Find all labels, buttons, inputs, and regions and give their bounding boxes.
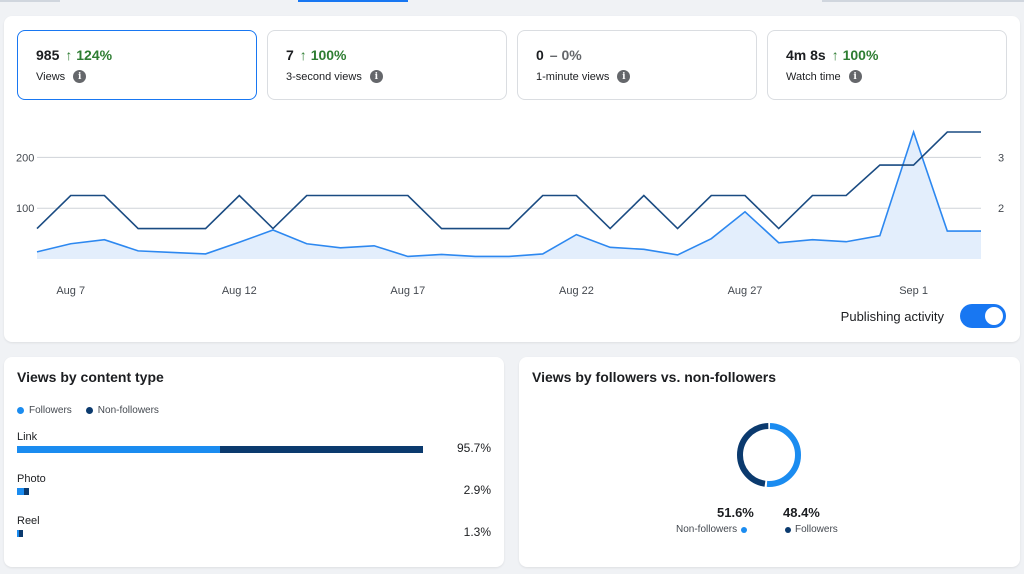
- row-bar: [17, 488, 30, 495]
- metric-card-3-second-views[interactable]: 7 ↑ 100% 3-second views i: [267, 30, 507, 100]
- info-icon[interactable]: i: [848, 70, 862, 83]
- arrow-up-icon: ↑: [299, 47, 307, 63]
- row-bar: [17, 446, 423, 453]
- legend-dot-icon: [85, 407, 93, 414]
- publishing-activity-label: Publishing activity: [840, 308, 944, 324]
- followers-percent: 48.4%: [783, 505, 820, 520]
- info-icon[interactable]: i: [369, 70, 383, 83]
- x-tick-label: Aug 27: [728, 285, 763, 297]
- non-followers-bar-segment: [18, 530, 23, 537]
- x-tick-label: Aug 17: [390, 285, 425, 297]
- followers-donut-chart[interactable]: [735, 421, 803, 489]
- content-row-reel[interactable]: Reel 1.3%: [17, 515, 492, 539]
- followers-legend: Followers: [785, 524, 838, 535]
- non-followers-legend: Non-followers: [676, 524, 748, 535]
- legend-item-followers: Followers: [17, 405, 72, 416]
- followers-donut-segment: [737, 423, 801, 487]
- row-percent: 95.7%: [456, 441, 491, 455]
- views-by-followers-card: Views by followers vs. non-followers 51.…: [519, 357, 1020, 567]
- secondary-series-line: [36, 131, 981, 230]
- y-left-tick-label: 100: [16, 203, 34, 215]
- x-tick-label: Aug 22: [559, 285, 594, 297]
- metric-card-1-minute-views[interactable]: 0 – 0% 1-minute views i: [517, 30, 757, 100]
- row-label: Photo: [17, 473, 46, 485]
- legend-item-non-followers: Non-followers: [85, 405, 159, 416]
- row-percent: 2.9%: [463, 483, 491, 497]
- legend: Followers Non-followers: [17, 405, 159, 416]
- tab-underline: [0, 0, 60, 2]
- info-icon[interactable]: i: [617, 70, 631, 83]
- views-line-chart[interactable]: 100 200 2 3 Aug 7 Aug 12 Aug 17 Aug 22 Aug 27 Sep…: [4, 126, 1020, 306]
- info-icon[interactable]: i: [73, 70, 87, 83]
- non-followers-donut-segment: [737, 423, 801, 487]
- y-right-tick-label: 2: [998, 203, 1004, 215]
- legend-dot-icon: [741, 526, 748, 533]
- x-tick-label: Aug 7: [56, 285, 85, 297]
- row-percent: 1.3%: [463, 525, 491, 539]
- card-title: Views by content type: [17, 369, 164, 385]
- overview-card: 985 ↑ 124% Views i 7 ↑ 100% 3-second vie…: [4, 16, 1020, 342]
- arrow-up-icon: ↑: [65, 47, 73, 63]
- x-tick-label: Sep 1: [899, 285, 928, 297]
- legend-dot-icon: [17, 407, 24, 414]
- arrow-up-icon: ↑: [831, 47, 839, 63]
- metric-label: 3-second views: [286, 70, 362, 83]
- followers-bar-segment: [17, 488, 24, 495]
- card-title: Views by followers vs. non-followers: [532, 369, 777, 385]
- top-tab-strip: [0, 0, 1024, 6]
- content-row-photo[interactable]: Photo 2.9%: [17, 473, 492, 497]
- row-label: Reel: [17, 515, 40, 527]
- toggle-knob: [985, 307, 1003, 325]
- metric-change: ↑ 100%: [299, 47, 347, 63]
- metric-label: 1-minute views: [536, 70, 610, 83]
- row-bar: [17, 530, 23, 537]
- metric-value: 985: [36, 47, 60, 63]
- y-right-tick-label: 3: [998, 152, 1004, 164]
- publishing-activity-toggle[interactable]: [960, 304, 1006, 328]
- x-tick-label: Aug 12: [222, 285, 257, 297]
- metric-change: ↑ 124%: [65, 47, 113, 63]
- dash-icon: –: [549, 47, 558, 63]
- publishing-activity-row: Publishing activity: [841, 304, 1006, 328]
- active-tab-underline: [298, 0, 408, 2]
- views-area-fill: [37, 132, 981, 259]
- metric-change: ↑ 100%: [831, 47, 879, 63]
- metric-value: 4m 8s: [786, 47, 826, 63]
- legend-dot-icon: [785, 526, 791, 533]
- metric-value: 0: [536, 47, 544, 63]
- metric-card-watch-time[interactable]: 4m 8s ↑ 100% Watch time i: [767, 30, 1007, 100]
- non-followers-bar-segment: [219, 446, 423, 453]
- metric-value: 7: [286, 47, 294, 63]
- metric-change: – 0%: [549, 47, 582, 63]
- content-row-link[interactable]: Link 95.7%: [17, 431, 492, 455]
- metric-label: Views: [36, 70, 66, 83]
- non-followers-percent: 51.6%: [717, 505, 754, 520]
- metric-label: Watch time: [786, 70, 841, 83]
- metric-card-views[interactable]: 985 ↑ 124% Views i: [17, 30, 257, 100]
- followers-bar-segment: [17, 446, 220, 453]
- views-by-content-type-card: Views by content type Followers Non-foll…: [4, 357, 504, 567]
- y-left-tick-label: 200: [16, 152, 34, 164]
- views-series-line: [36, 129, 981, 258]
- non-followers-bar-segment: [23, 488, 30, 495]
- tab-underline: [822, 0, 1024, 2]
- followers-bar-segment: [17, 530, 19, 537]
- row-label: Link: [17, 431, 38, 443]
